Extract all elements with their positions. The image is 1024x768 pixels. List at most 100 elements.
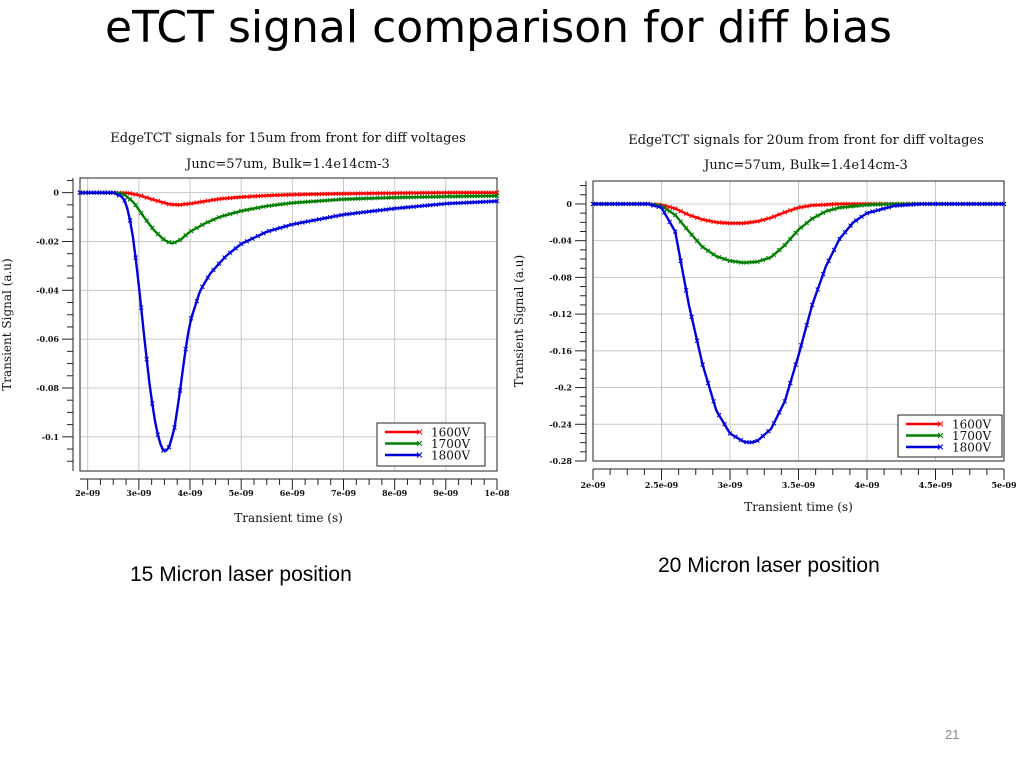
- series-marker: [881, 201, 886, 207]
- x-axis-label: Transient time (s): [744, 500, 853, 514]
- series-marker: [183, 201, 188, 207]
- series-marker: [455, 194, 461, 199]
- series-marker: [809, 216, 815, 221]
- series-marker: [366, 196, 372, 201]
- series-marker: [411, 204, 416, 210]
- series-marker: [897, 203, 903, 208]
- series-marker: [815, 213, 821, 219]
- series-marker: [705, 248, 711, 254]
- x-tick-label: 8e-09: [382, 488, 408, 498]
- legend-label: 1700V: [431, 437, 471, 451]
- series-marker: [755, 259, 760, 265]
- series-marker: [733, 434, 738, 440]
- series-marker: [716, 254, 722, 260]
- series-marker: [183, 233, 188, 238]
- series-marker: [694, 338, 700, 344]
- series-marker: [205, 275, 211, 280]
- series-marker: [161, 200, 166, 205]
- series-marker: [422, 190, 428, 196]
- y-tick-label: -0.08: [549, 272, 572, 282]
- series-marker: [776, 212, 782, 217]
- series-marker: [859, 214, 864, 220]
- series-marker: [924, 201, 930, 207]
- series-marker: [842, 204, 848, 210]
- series-marker: [222, 213, 227, 218]
- x-tick-label: 2e-09: [580, 480, 606, 490]
- series-marker: [815, 287, 821, 292]
- series-marker: [804, 203, 810, 209]
- series-marker: [477, 190, 483, 196]
- series-marker: [776, 409, 782, 415]
- series-marker: [733, 259, 738, 264]
- y-tick-label: -0.02: [36, 236, 59, 246]
- series-marker: [494, 198, 500, 204]
- series-marker: [760, 217, 766, 223]
- series-marker: [300, 220, 305, 225]
- series-marker: [837, 201, 842, 207]
- series-marker: [88, 190, 94, 196]
- series-marker: [755, 219, 760, 224]
- series-marker: [738, 259, 744, 265]
- series-marker: [771, 252, 777, 258]
- series-marker: [903, 202, 908, 208]
- series-marker: [127, 218, 133, 223]
- series-marker: [793, 230, 799, 236]
- series-marker: [338, 197, 344, 202]
- x-tick-label: 4e-09: [177, 488, 203, 498]
- y-tick-label: -0.1: [42, 432, 59, 442]
- series-marker: [798, 225, 804, 230]
- series-marker: [294, 192, 300, 197]
- series-marker: [744, 439, 749, 445]
- chart-subtitle: Junc=57um, Bulk=1.4e14cm-3: [184, 157, 390, 172]
- series-marker: [361, 209, 366, 215]
- series-marker: [394, 195, 400, 200]
- y-tick-label: -0.04: [36, 285, 59, 295]
- series-marker: [305, 219, 311, 224]
- series-marker: [433, 202, 439, 207]
- series-marker: [83, 190, 88, 196]
- series-marker: [266, 203, 272, 209]
- series-marker: [656, 204, 662, 210]
- plot-frame: [79, 177, 498, 472]
- series-marker: [149, 225, 155, 231]
- series-marker: [477, 193, 483, 199]
- series-marker: [848, 204, 853, 209]
- series-marker: [798, 204, 804, 210]
- series-marker: [166, 444, 172, 450]
- series-marker: [327, 214, 333, 220]
- series-marker: [77, 190, 83, 196]
- series-marker: [941, 201, 947, 207]
- series-marker: [138, 210, 144, 216]
- series-marker: [672, 206, 678, 211]
- series-marker: [405, 204, 411, 210]
- series-marker: [875, 207, 881, 213]
- series-marker: [322, 191, 327, 197]
- series-marker: [300, 192, 305, 197]
- series-marker: [809, 202, 815, 208]
- series-marker: [400, 205, 405, 211]
- series-marker: [94, 190, 100, 196]
- series-marker: [489, 193, 494, 199]
- series-marker: [322, 215, 327, 221]
- series-marker: [122, 198, 127, 203]
- series-marker: [749, 439, 755, 445]
- series-marker: [831, 247, 837, 253]
- series-marker: [601, 201, 607, 207]
- series-marker: [344, 191, 350, 196]
- series-marker: [678, 258, 684, 264]
- legend-marker: [937, 444, 944, 450]
- series-marker: [199, 199, 205, 205]
- series-marker: [149, 401, 155, 406]
- series-marker: [183, 346, 188, 352]
- series-marker: [809, 302, 815, 308]
- series-marker: [607, 201, 612, 207]
- series-marker: [199, 222, 205, 228]
- series-marker: [461, 190, 466, 196]
- series-marker: [804, 322, 810, 328]
- series-marker: [333, 191, 339, 197]
- series-marker: [333, 197, 339, 203]
- series-marker: [700, 217, 705, 222]
- series-marker: [815, 202, 821, 208]
- series-marker: [787, 236, 793, 242]
- caption-right: 20 Micron laser position: [658, 554, 880, 577]
